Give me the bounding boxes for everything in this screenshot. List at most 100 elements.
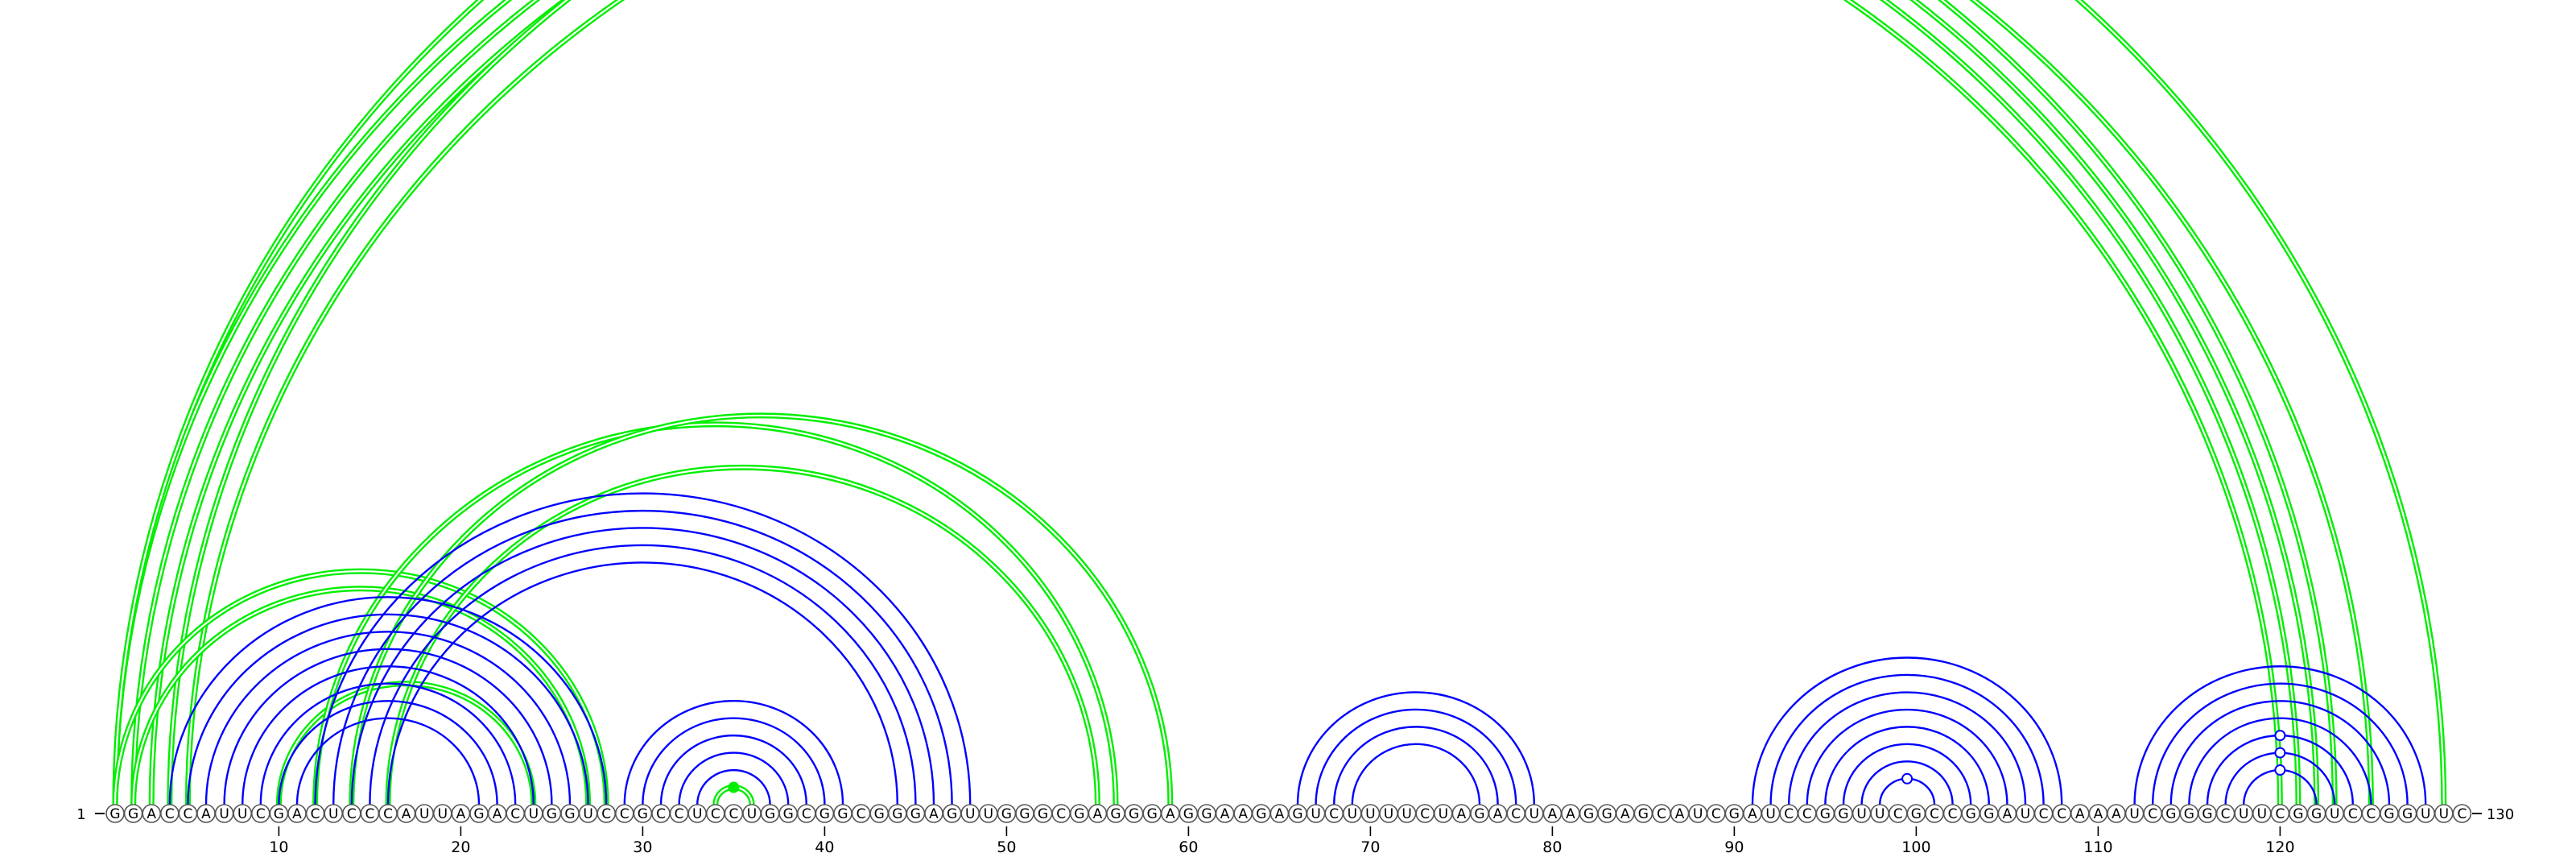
nucleotide-letter: C bbox=[2457, 806, 2467, 822]
nucleotide-letter: A bbox=[292, 806, 302, 822]
nucleotide: A bbox=[1161, 804, 1180, 823]
nucleotide: G bbox=[1579, 804, 1599, 823]
nucleotide-letter: C bbox=[1056, 806, 1066, 822]
pair-marker bbox=[2274, 730, 2286, 742]
nucleotide-letter: A bbox=[2112, 806, 2121, 822]
nucleotide: U bbox=[960, 804, 980, 823]
pair-marker bbox=[2274, 764, 2286, 776]
nucleotide-letter: U bbox=[219, 806, 229, 822]
nucleotide: U bbox=[2252, 804, 2272, 823]
nucleotide-letter: U bbox=[1856, 806, 1866, 822]
nucleotide: C bbox=[2361, 804, 2381, 823]
pair-marker bbox=[728, 781, 740, 793]
nucleotide: U bbox=[1379, 804, 1398, 823]
green-arc-16-55 bbox=[385, 464, 1100, 805]
nucleotide: G bbox=[1015, 804, 1034, 823]
nucleotide-letter: A bbox=[1748, 806, 1757, 822]
blue-arc-32-38 bbox=[678, 751, 790, 805]
nucleotide: C bbox=[1506, 804, 1525, 823]
nucleotide-letter: A bbox=[1220, 806, 1230, 822]
nucleotide: G bbox=[778, 804, 799, 823]
nucleotide: A bbox=[1451, 804, 1472, 823]
nucleotide-letter: A bbox=[1548, 806, 1558, 822]
nucleotide-letter: G bbox=[1019, 806, 1030, 822]
nucleotide: U bbox=[1852, 804, 1872, 823]
tick-label: 80 bbox=[1542, 838, 1562, 856]
nucleotide: G bbox=[2380, 804, 2399, 823]
nucleotide-letter: G bbox=[837, 806, 848, 822]
nucleotide: G bbox=[269, 804, 289, 823]
nucleotide: A bbox=[1616, 804, 1635, 823]
nucleotide-letter: G bbox=[2165, 806, 2176, 822]
nucleotide-letter: U bbox=[419, 806, 429, 822]
nucleotide-letter: U bbox=[2421, 806, 2430, 822]
nucleotide: C bbox=[651, 804, 671, 823]
nucleotide-letter: A bbox=[493, 806, 502, 822]
nucleotide-letter: C bbox=[2366, 806, 2376, 822]
green-arc-12-56 bbox=[312, 421, 1119, 805]
nucleotide-letter: G bbox=[1038, 806, 1048, 822]
nucleotide-letter: A bbox=[1093, 806, 1103, 822]
nucleotide: G bbox=[2306, 804, 2326, 823]
nucleotide-letter: A bbox=[201, 806, 211, 822]
nucleotide-letter: G bbox=[128, 806, 138, 822]
nucleotide-letter: G bbox=[1984, 806, 1994, 822]
green-arc-2-122 bbox=[130, 0, 2320, 805]
nucleotide: A bbox=[1670, 804, 1690, 823]
green-arc-10-24 bbox=[275, 681, 537, 805]
nucleotide: C bbox=[1925, 804, 1944, 823]
nucleotide-letter: U bbox=[1693, 806, 1703, 822]
nucleotide: U bbox=[1343, 804, 1362, 823]
nucleotide-letter: C bbox=[601, 806, 611, 822]
nucleotide-letter: G bbox=[1183, 806, 1194, 822]
blue-arc-14-46 bbox=[350, 527, 935, 805]
nucleotide: C bbox=[2143, 804, 2162, 823]
blue-arc-68-77 bbox=[1333, 726, 1499, 805]
nucleotide-letter: C bbox=[256, 806, 266, 822]
nucleotide: A bbox=[1088, 804, 1108, 823]
nucleotide-letter: G bbox=[910, 806, 921, 822]
nucleotide: G bbox=[2289, 804, 2308, 823]
nucleotide: G bbox=[1252, 804, 1271, 823]
nucleotide-letter: U bbox=[2330, 806, 2339, 822]
nucleotide: U bbox=[1761, 804, 1781, 823]
blue-arc-114-126 bbox=[2169, 699, 2391, 805]
green-arc-1-28 bbox=[112, 568, 609, 805]
nucleotide: G bbox=[888, 804, 907, 823]
blue-arc-4-28 bbox=[168, 596, 608, 805]
nucleotide: A bbox=[1542, 804, 1563, 823]
nucleotide: G bbox=[1142, 804, 1162, 823]
nucleotide: C bbox=[1889, 804, 1908, 823]
blue-arc-31-39 bbox=[659, 734, 807, 805]
nucleotide: U bbox=[2434, 804, 2454, 823]
nucleotide: A bbox=[2070, 804, 2090, 823]
green-arc-1-123 bbox=[112, 0, 2338, 805]
nucleotide: G bbox=[1961, 804, 1980, 823]
nucleotide-letter: U bbox=[984, 806, 993, 822]
nucleotide: G bbox=[760, 804, 780, 823]
nucleotide: G bbox=[542, 804, 562, 823]
nucleotide: C bbox=[1707, 804, 1726, 823]
nucleotide-letter: U bbox=[237, 806, 247, 822]
nucleotide-letter: U bbox=[2257, 806, 2267, 822]
nucleotide: G bbox=[1597, 804, 1616, 823]
nucleotide-letter: G bbox=[765, 806, 775, 822]
nucleotide-letter: G bbox=[1729, 806, 1740, 822]
nucleotide-letter: U bbox=[692, 806, 702, 822]
nucleotide-letter: G bbox=[1838, 806, 1848, 822]
nucleotide-letter: U bbox=[965, 806, 975, 822]
nucleotide: G bbox=[2198, 804, 2217, 823]
nucleotide: U bbox=[2416, 804, 2435, 823]
nucleotide: C bbox=[1798, 804, 1817, 823]
nucleotide: C bbox=[1051, 804, 1071, 823]
nucleotide-letter: C bbox=[1948, 806, 1958, 822]
nucleotide-letter: U bbox=[1875, 806, 1885, 822]
nucleotide-letter: G bbox=[2402, 806, 2413, 822]
nucleotide-letter: U bbox=[1765, 806, 1775, 822]
nucleotide: U bbox=[2124, 804, 2145, 823]
nucleotide-letter: G bbox=[1074, 806, 1084, 822]
nucleotide-letter: C bbox=[1329, 806, 1339, 822]
arcs-layer bbox=[112, 0, 2447, 805]
nucleotide-letter: U bbox=[1530, 806, 1539, 822]
nucleotide-letter: U bbox=[1384, 806, 1393, 822]
